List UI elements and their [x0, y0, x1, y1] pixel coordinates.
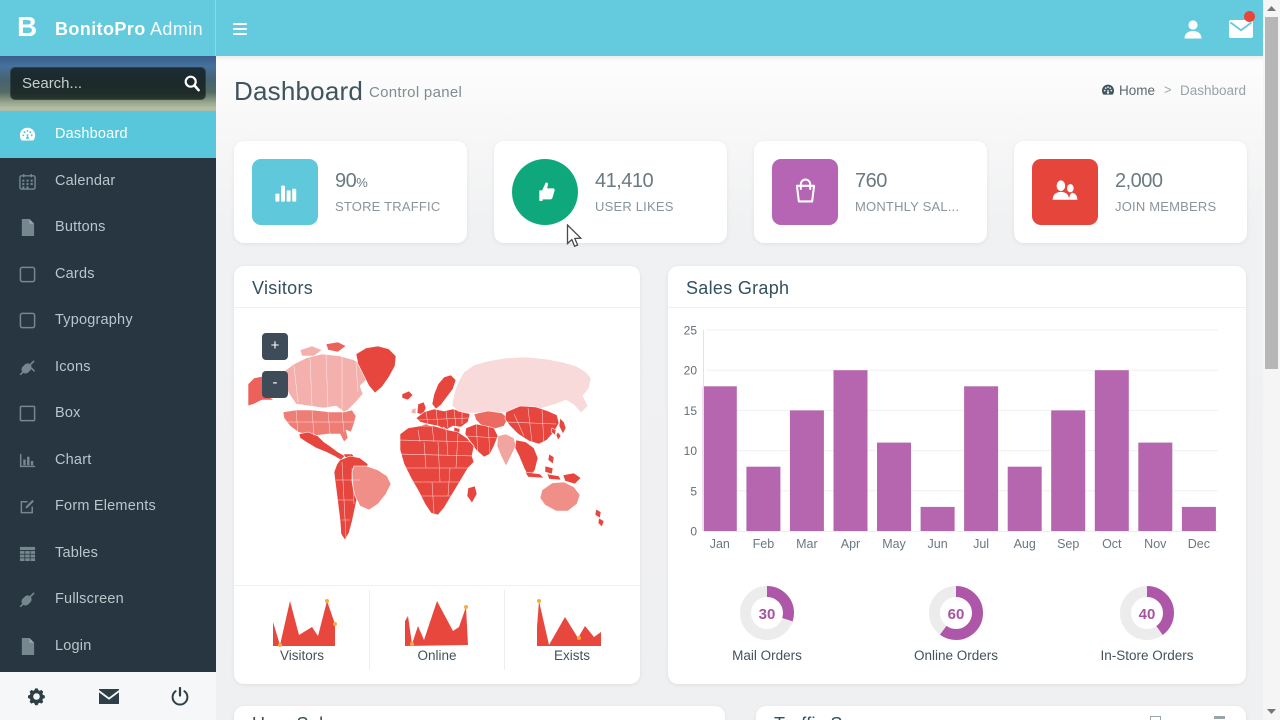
- svg-text:60: 60: [948, 606, 965, 623]
- svg-text:Jan: Jan: [710, 537, 730, 551]
- svg-text:Oct: Oct: [1102, 537, 1122, 551]
- svg-text:5: 5: [690, 484, 697, 498]
- svg-text:Nov: Nov: [1144, 537, 1167, 551]
- svg-text:Jun: Jun: [928, 537, 948, 551]
- svg-text:Apr: Apr: [841, 537, 860, 551]
- svg-text:30: 30: [759, 606, 776, 623]
- svg-text:40: 40: [1139, 606, 1156, 623]
- svg-text:Dec: Dec: [1188, 537, 1210, 551]
- svg-text:Aug: Aug: [1014, 537, 1036, 551]
- svg-text:15: 15: [684, 404, 698, 418]
- svg-text:May: May: [882, 537, 906, 551]
- svg-text:0: 0: [690, 525, 697, 539]
- svg-text:25: 25: [684, 324, 698, 338]
- svg-text:Jul: Jul: [973, 537, 989, 551]
- svg-text:20: 20: [684, 364, 698, 378]
- svg-text:Mar: Mar: [796, 537, 818, 551]
- svg-text:Sep: Sep: [1057, 537, 1079, 551]
- svg-text:Feb: Feb: [753, 537, 775, 551]
- svg-text:10: 10: [684, 444, 698, 458]
